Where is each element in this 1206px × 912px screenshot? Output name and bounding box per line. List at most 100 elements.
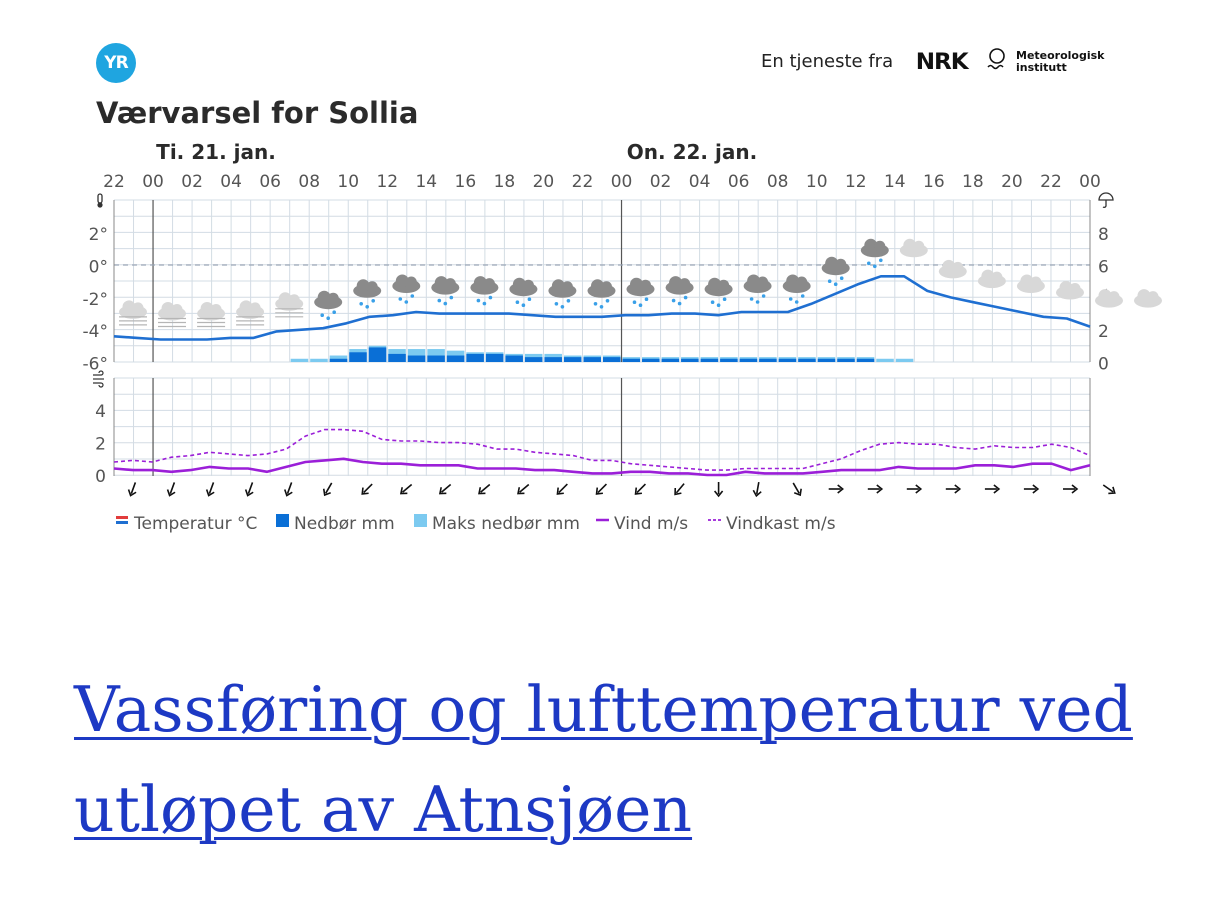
forecast-chart: Ti. 21. jan. On. 22. jan.22 00 02 04 06 08 10 12… — [83, 140, 1162, 534]
service-text: En tjeneste fra — [761, 51, 894, 72]
precip-bar — [700, 358, 719, 362]
snowflake — [716, 303, 721, 307]
snowflake — [599, 305, 604, 309]
legend-label-gust: Vindkast m/s — [726, 514, 836, 534]
snowflake — [359, 302, 363, 306]
cloud-shape — [200, 302, 214, 315]
nrk-logo[interactable]: NRK — [915, 50, 969, 75]
temp-tick-label: -2° — [83, 290, 108, 310]
wind-tick-label: 0 — [95, 467, 106, 487]
wind-arrow-icon — [283, 482, 293, 497]
article-link[interactable]: Vassføring og lufttemperatur ved utløpet… — [74, 673, 1133, 846]
cloud-shape — [1147, 291, 1159, 303]
snowflake — [410, 294, 415, 298]
arrow-head — [1032, 484, 1040, 494]
precip-bar — [388, 353, 406, 362]
hour-tick-label: 20 — [533, 172, 555, 192]
arrow-head — [1108, 486, 1116, 495]
wind-arrow-icon — [166, 482, 176, 497]
yr-logo[interactable]: YR — [96, 43, 136, 83]
gust-line — [113, 428, 1091, 471]
legend-swatch — [276, 514, 289, 527]
hour-tick-label: 14 — [415, 172, 437, 192]
cloud-shape — [903, 238, 917, 252]
arrow-head — [793, 488, 802, 497]
cloud-icon — [977, 269, 1006, 289]
arrow-shaft — [130, 482, 137, 494]
met-institute-icon — [987, 48, 1005, 70]
legend-swatch — [116, 521, 128, 524]
wind-icon — [93, 370, 104, 388]
snowflake — [677, 301, 682, 306]
cloud-icon — [1016, 274, 1045, 293]
arrow-head — [915, 484, 923, 494]
arrow-shaft — [1102, 484, 1114, 493]
fog-icon — [197, 302, 226, 328]
wind-arrow-icon — [634, 483, 647, 495]
arrow-head — [517, 487, 525, 495]
legend-swatch — [116, 516, 128, 519]
precip-bar — [739, 358, 758, 362]
cloud-snow-icon — [782, 274, 811, 304]
cloud-shape — [132, 302, 144, 314]
hour-tick-label: 02 — [650, 172, 672, 192]
cloud-shape — [835, 258, 847, 270]
hour-tick-label: 18 — [494, 172, 516, 192]
cloud-shape — [991, 271, 1003, 283]
cloud-shape — [864, 238, 878, 252]
hour-tick-label: 10 — [337, 172, 359, 192]
cloud-shape — [942, 259, 956, 273]
snowflake — [482, 301, 487, 306]
wind-arrow-icon — [674, 483, 685, 496]
temp-tick-label: 0° — [89, 257, 108, 277]
arrow-head — [322, 488, 331, 497]
arrow-shaft — [597, 483, 608, 494]
wind-arrow-icon — [517, 483, 530, 495]
cloud-shape — [630, 277, 643, 291]
cloud-snow-icon — [743, 274, 772, 304]
hour-tick-label: 00 — [142, 172, 164, 192]
precip-bars — [290, 345, 914, 362]
arrow-shaft — [519, 483, 530, 493]
arrow-shaft — [558, 483, 568, 494]
cloud-shape — [551, 279, 565, 293]
snowflake — [476, 298, 481, 303]
cloud-shape — [1108, 291, 1120, 303]
hour-tick-label: 04 — [689, 172, 711, 192]
met-institute-logo[interactable]: Meteorologisk institutt — [1016, 50, 1105, 74]
snowflake — [566, 299, 571, 303]
wind-arrow-icon — [1063, 484, 1079, 494]
fog-icon — [119, 300, 147, 326]
chart-grid — [113, 199, 1091, 476]
snowflake — [879, 258, 883, 263]
moon-cloud-icon — [1095, 288, 1123, 308]
cloud-shape — [512, 277, 526, 291]
umbrella-handle — [1102, 200, 1107, 208]
arrow-head — [361, 487, 369, 495]
arrow-head — [1071, 484, 1079, 494]
arrow-head — [954, 484, 962, 494]
arrow-head — [127, 489, 137, 497]
arrow-shaft — [440, 483, 452, 493]
cloud-snow-icon — [509, 277, 538, 307]
wind-arrow-icon — [945, 484, 962, 494]
snowflake — [404, 300, 409, 304]
cloud-icon — [938, 259, 967, 279]
wind-arrow-icon — [244, 482, 254, 497]
cloud-shape — [679, 278, 691, 290]
snowflake — [437, 298, 442, 303]
cloud-shape — [434, 276, 448, 290]
arrow-head — [993, 484, 1001, 494]
day-label: On. 22. jan. — [627, 140, 757, 164]
precip-bar — [642, 358, 660, 362]
cloud-shape — [288, 294, 300, 306]
wind-arrow-icon — [556, 483, 568, 495]
precip-bar — [759, 358, 777, 362]
wind-arrow-icon — [1102, 484, 1116, 495]
wind-tick-label: 4 — [95, 402, 106, 422]
fog-icon — [275, 292, 304, 318]
hour-tick-label: 08 — [298, 172, 320, 192]
chart-legend: Temperatur °C Nedbør mm Maks nedbør mm Vind… — [116, 514, 836, 534]
wind-arrow-icon — [399, 483, 413, 495]
cloud-snow-icon — [626, 277, 655, 307]
